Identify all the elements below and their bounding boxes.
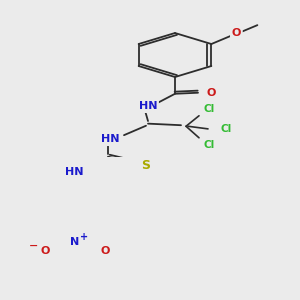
Text: HN: HN xyxy=(65,167,83,177)
Text: O: O xyxy=(232,28,241,38)
Text: O: O xyxy=(206,88,216,98)
Text: −: − xyxy=(29,241,39,251)
Text: S: S xyxy=(142,159,151,172)
Text: +: + xyxy=(80,232,88,242)
Text: HN: HN xyxy=(139,101,157,111)
Text: Cl: Cl xyxy=(203,140,214,150)
Text: Cl: Cl xyxy=(220,124,232,134)
Text: O: O xyxy=(100,246,110,256)
Text: O: O xyxy=(40,246,50,256)
Text: HN: HN xyxy=(101,134,119,144)
Text: Cl: Cl xyxy=(203,104,214,114)
Text: N: N xyxy=(70,237,80,247)
